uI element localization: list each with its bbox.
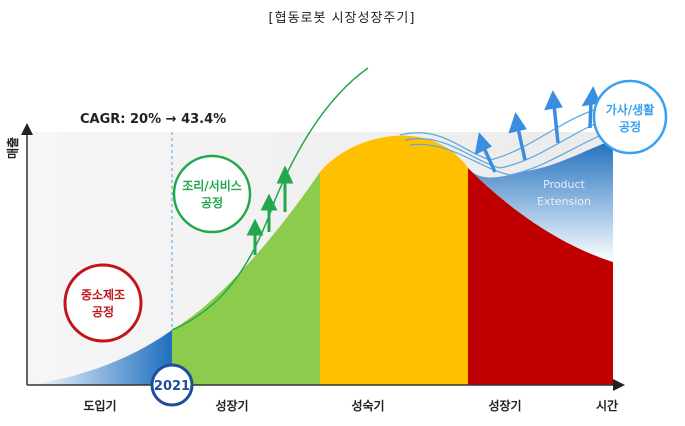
growth-curve (171, 67, 369, 331)
circle-sme-line1: 중소제조 (81, 288, 125, 302)
circle-household-line1: 가사/생활 (606, 102, 655, 117)
phase-label-1: 도입기 (83, 398, 116, 413)
phase-growth-area (172, 172, 320, 385)
circle-household-line2: 공정 (619, 119, 641, 134)
extension-arrows (474, 86, 601, 173)
chart-title: [협동로봇 시장성장주기] (269, 11, 416, 26)
circle-cooking-line2: 공정 (201, 195, 223, 210)
phase-label-2: 성장기 (215, 398, 248, 413)
year-2021-badge: 2021 (150, 363, 194, 407)
phase-label-3: 성숙기 (351, 398, 384, 413)
year-2021-text: 2021 (154, 379, 190, 394)
y-axis-label: 매출 (5, 137, 20, 159)
circle-sme-line2: 공정 (92, 304, 114, 319)
phase-maturity-area (320, 135, 468, 385)
cagr-label: CAGR: 20% → 43.4% (80, 112, 226, 127)
product-extension-area (468, 140, 613, 262)
circle-sme-manufacturing: 중소제조 공정 (63, 263, 143, 343)
circle-cooking-service: 조리/서비스 공정 (172, 154, 252, 234)
circle-household-living: 가사/생활 공정 (592, 79, 668, 155)
phase-decline-area (468, 168, 613, 385)
phase-label-4: 성장기 (488, 398, 521, 413)
x-axis-label: 시간 (596, 398, 618, 413)
product-extension-line1: Product (543, 178, 585, 191)
phase-labels: 도입기 성장기 성숙기 성장기 (83, 398, 521, 413)
circle-cooking-line1: 조리/서비스 (182, 178, 242, 193)
product-extension-line2: Extension (537, 195, 591, 208)
phase-intro-area (27, 330, 172, 385)
growth-arrows (246, 165, 294, 255)
